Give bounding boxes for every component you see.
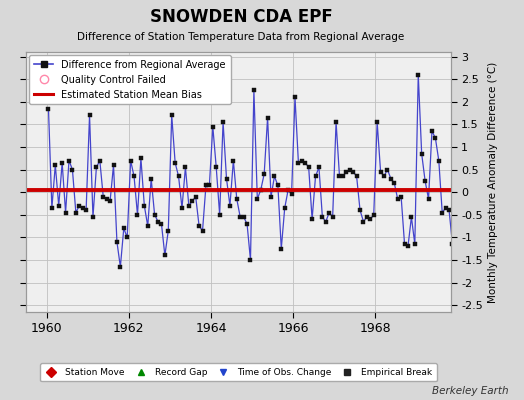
Y-axis label: Monthly Temperature Anomaly Difference (°C): Monthly Temperature Anomaly Difference (… xyxy=(488,61,498,303)
Text: Difference of Station Temperature Data from Regional Average: Difference of Station Temperature Data f… xyxy=(78,32,405,42)
Legend: Station Move, Record Gap, Time of Obs. Change, Empirical Break: Station Move, Record Gap, Time of Obs. C… xyxy=(40,363,436,381)
Text: SNOWDEN CDA EPF: SNOWDEN CDA EPF xyxy=(150,8,332,26)
Text: Berkeley Earth: Berkeley Earth xyxy=(432,386,508,396)
